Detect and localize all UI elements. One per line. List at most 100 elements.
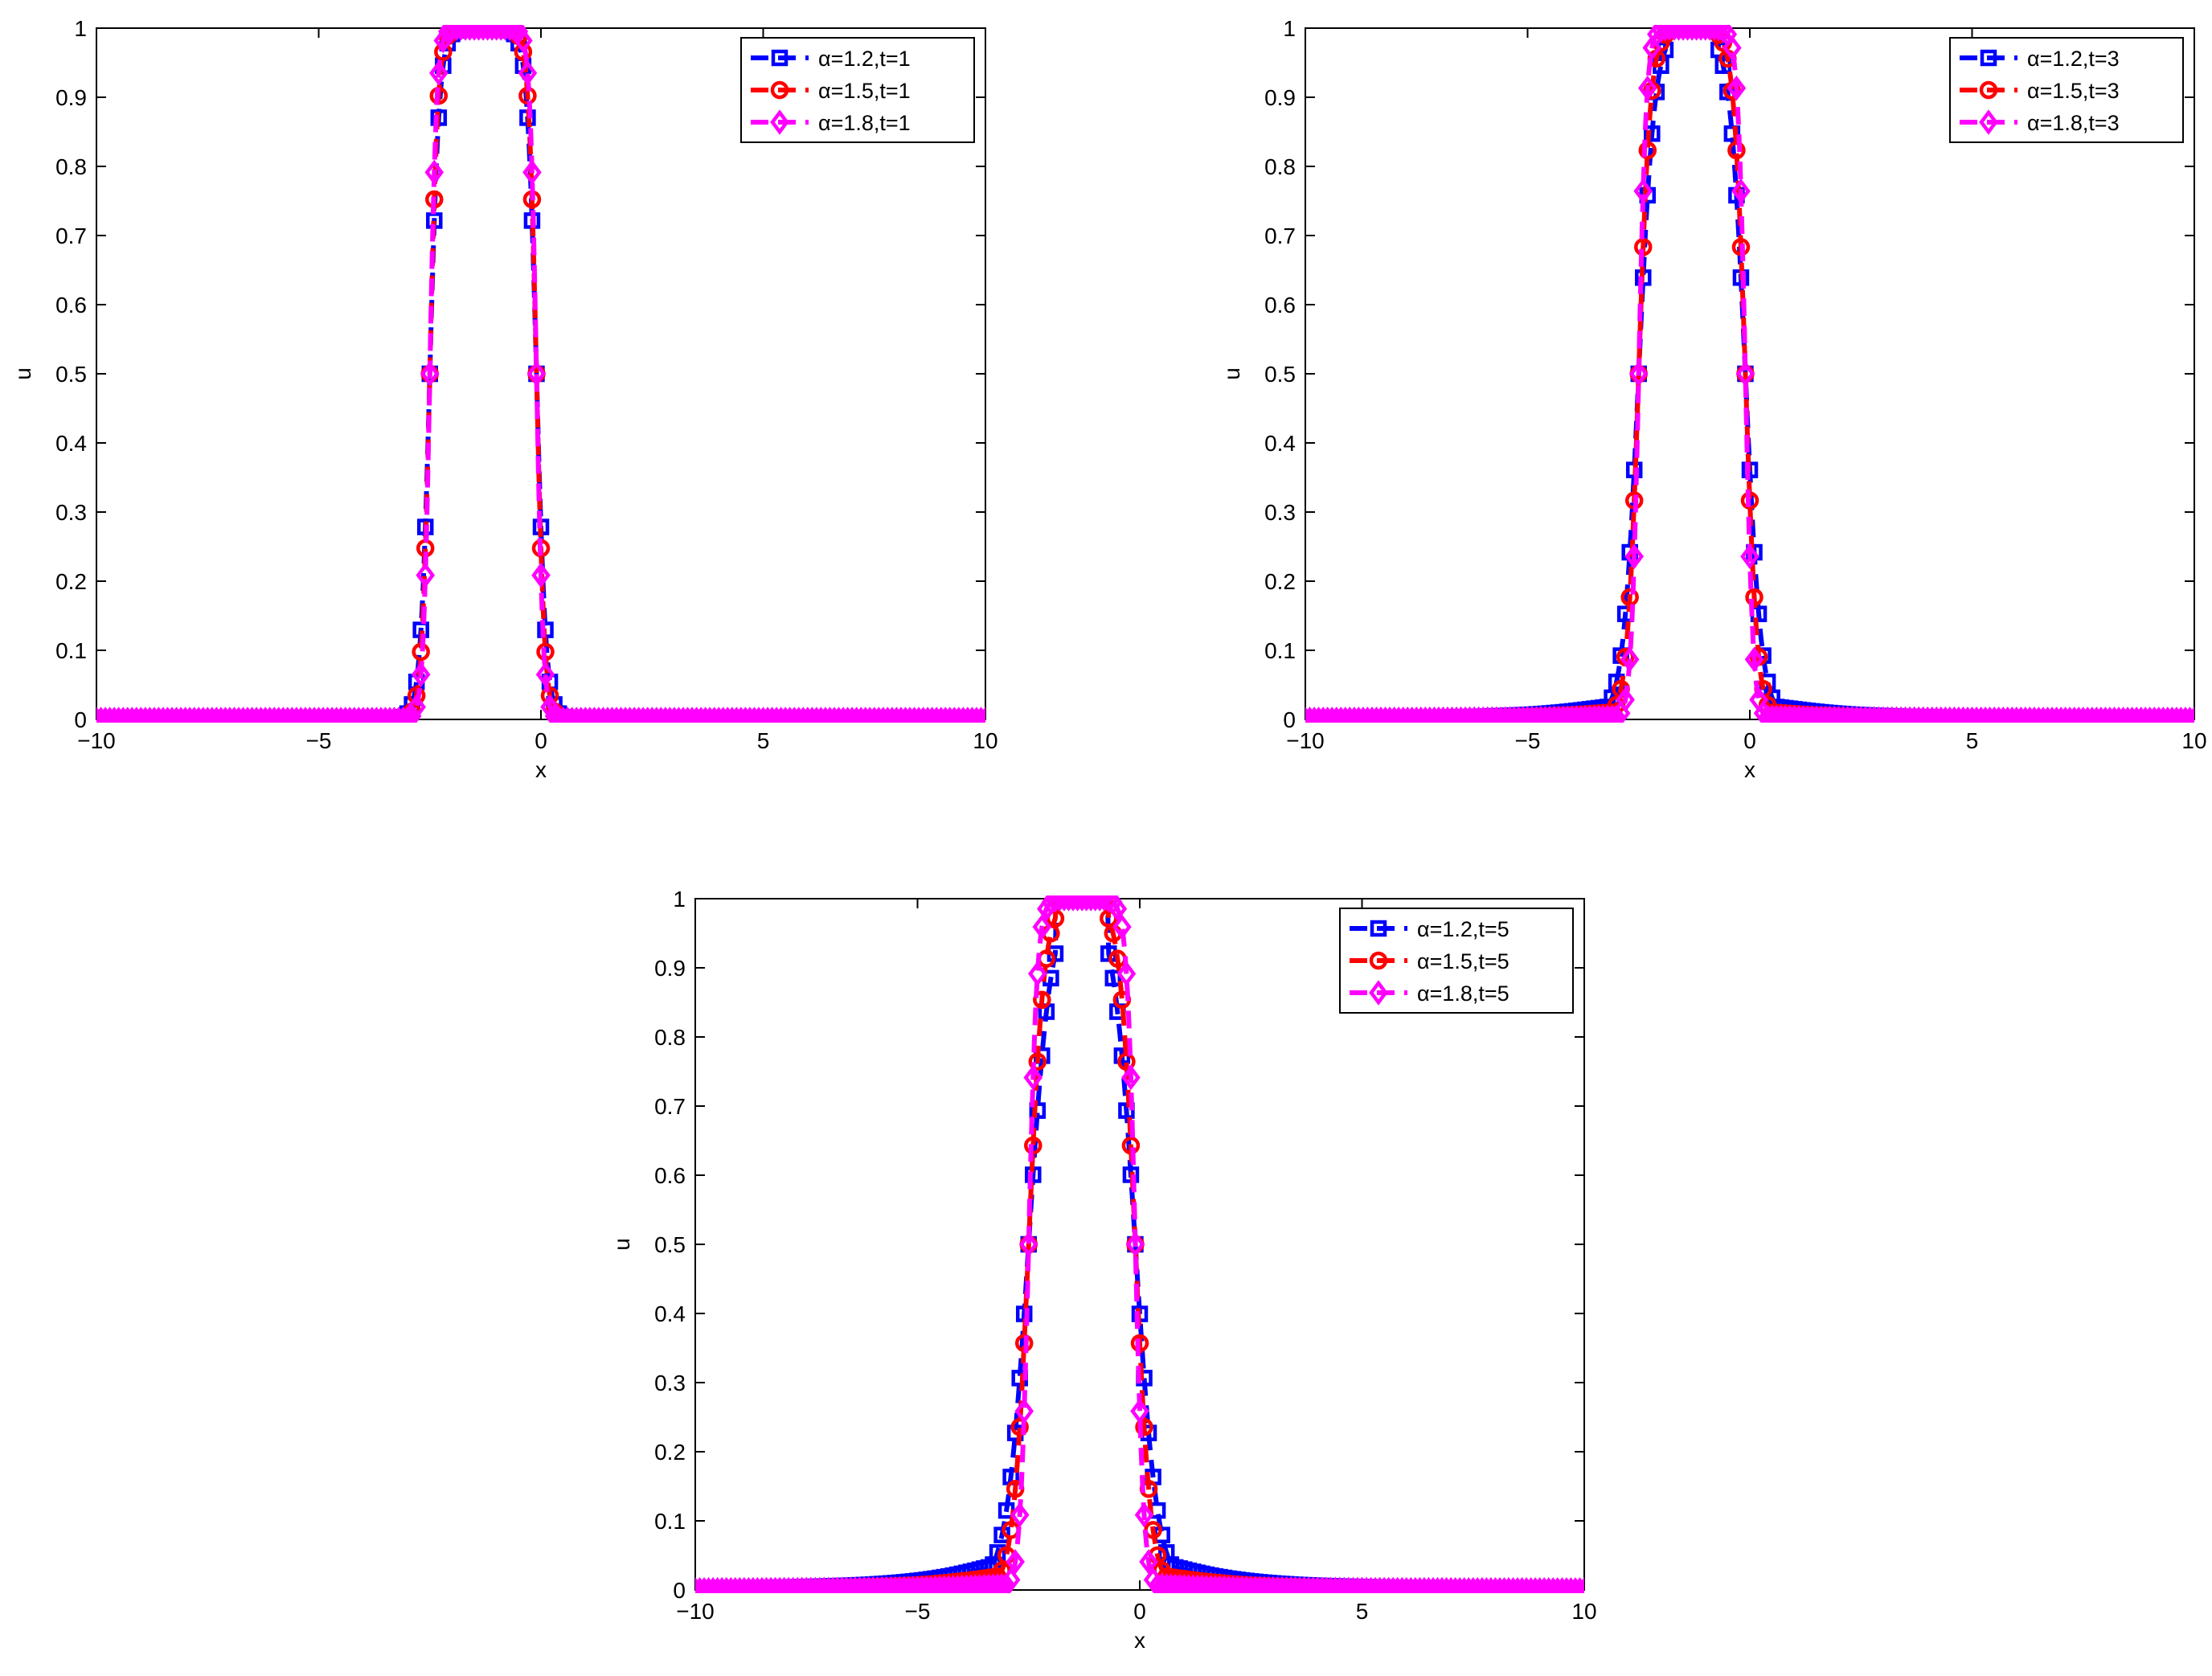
y-tick-label: 1 xyxy=(1283,16,1296,41)
data-point xyxy=(1059,895,1079,912)
data-point xyxy=(1112,914,1132,940)
data-point xyxy=(1001,1567,1021,1593)
data-point xyxy=(531,562,551,588)
data-point xyxy=(469,25,489,41)
x-tick-label: 0 xyxy=(1133,1599,1146,1624)
data-point xyxy=(1032,914,1052,940)
y-tick-label: 0.5 xyxy=(1264,362,1296,387)
data-point xyxy=(1682,25,1702,41)
data-point xyxy=(1081,895,1100,912)
data-point xyxy=(1570,1577,1584,1593)
x-axis-label: x xyxy=(1744,757,1755,782)
y-tick-label: 0 xyxy=(74,707,87,732)
legend-marker xyxy=(770,80,789,100)
y-tick-label: 0.6 xyxy=(654,1163,686,1188)
data-point xyxy=(989,1544,1006,1561)
legend-entry-label: α=1.5,t=5 xyxy=(1417,949,1509,973)
y-tick-label: 0.9 xyxy=(1264,85,1296,110)
data-point xyxy=(1709,25,1729,42)
data-point xyxy=(1691,25,1710,41)
data-point xyxy=(505,25,524,42)
data-point xyxy=(1134,1502,1154,1528)
data-point xyxy=(971,707,985,723)
data-point xyxy=(1006,1549,1025,1575)
x-tick-label: −5 xyxy=(1515,728,1541,753)
x-axis-label: x xyxy=(1134,1628,1145,1653)
y-tick-label: 0.4 xyxy=(654,1301,686,1326)
data-layer xyxy=(695,895,1584,1593)
legend-marker xyxy=(1979,80,1998,100)
data-point xyxy=(1723,125,1741,142)
data-point xyxy=(1633,178,1653,204)
data-point xyxy=(1010,1418,1029,1436)
data-point xyxy=(1744,646,1764,673)
x-tick-label: −10 xyxy=(77,728,116,753)
legend-entry-label: α=1.5,t=3 xyxy=(2027,79,2120,103)
y-tick-label: 0.2 xyxy=(654,1440,686,1465)
y-tick-label: 0.7 xyxy=(55,223,87,248)
data-point xyxy=(526,361,547,387)
data-point xyxy=(1745,588,1763,607)
y-tick-label: 0.9 xyxy=(55,85,87,110)
data-point xyxy=(424,159,444,186)
data-point xyxy=(1607,704,1626,723)
data-layer xyxy=(96,25,985,723)
data-point xyxy=(1108,895,1128,922)
y-tick-label: 0 xyxy=(673,1578,686,1603)
y-tick-label: 0.8 xyxy=(55,154,87,179)
x-tick-label: 5 xyxy=(757,728,770,753)
data-point xyxy=(1660,25,1680,41)
data-point xyxy=(1018,1231,1038,1257)
data-point xyxy=(1602,704,1622,723)
data-point xyxy=(411,662,431,687)
data-point xyxy=(1139,1549,1158,1575)
data-point xyxy=(1700,25,1720,41)
data-point xyxy=(1665,25,1684,41)
x-tick-label: 5 xyxy=(1356,1599,1369,1624)
data-point xyxy=(428,60,449,86)
data-point xyxy=(1076,895,1096,912)
data-point xyxy=(997,1572,1016,1593)
legend-entry-label: α=1.8,t=1 xyxy=(818,111,911,135)
y-tick-label: 0.2 xyxy=(55,569,87,594)
y-tick-label: 0.1 xyxy=(55,638,87,663)
x-axis-label: x xyxy=(535,757,547,782)
y-tick-label: 1 xyxy=(74,16,87,41)
y-tick-label: 0.5 xyxy=(654,1232,686,1257)
data-point xyxy=(1014,1398,1034,1424)
legend: α=1.2,t=3 α=1.5,t=3 α=1.8,t=3 xyxy=(1949,37,2184,143)
data-point xyxy=(1673,25,1693,41)
data-point xyxy=(1722,35,1742,61)
data-point xyxy=(1067,895,1088,912)
data-point xyxy=(514,43,533,61)
data-point xyxy=(420,361,440,387)
y-tick-label: 0.6 xyxy=(1264,293,1296,318)
data-point xyxy=(1010,1502,1030,1528)
legend: α=1.2,t=5 α=1.5,t=5 α=1.8,t=5 xyxy=(1339,908,1574,1014)
data-point xyxy=(1669,25,1689,41)
data-point xyxy=(540,694,559,720)
y-tick-label: 0.3 xyxy=(55,500,87,525)
data-point xyxy=(1085,895,1105,912)
y-tick-label: 0.1 xyxy=(1264,638,1296,663)
y-tick-label: 0.3 xyxy=(1264,500,1296,525)
legend-marker xyxy=(771,49,789,67)
x-tick-label: −10 xyxy=(676,1599,715,1624)
data-point xyxy=(1727,75,1747,101)
chart-panel-1: −10 −5 0 5 10 0 0.1 0.2 0.3 0.4 0.5 0.6 0.7 0.8 0.9 1 x u… xyxy=(10,16,998,782)
data-point xyxy=(407,694,426,720)
data-point xyxy=(398,706,417,723)
data-point xyxy=(1033,990,1051,1009)
data-point xyxy=(1704,25,1724,41)
data-point xyxy=(491,25,511,41)
y-tick-label: 0.8 xyxy=(1264,154,1296,179)
data-point xyxy=(1695,25,1715,41)
data-point xyxy=(1727,141,1746,160)
legend-entry-label: α=1.2,t=3 xyxy=(2027,47,2120,71)
data-point xyxy=(1028,1052,1047,1071)
plot-area xyxy=(694,898,1585,1591)
y-tick-label: 0.4 xyxy=(1264,431,1296,456)
data-point xyxy=(1677,25,1698,41)
y-tick-label: 0.5 xyxy=(55,362,87,387)
